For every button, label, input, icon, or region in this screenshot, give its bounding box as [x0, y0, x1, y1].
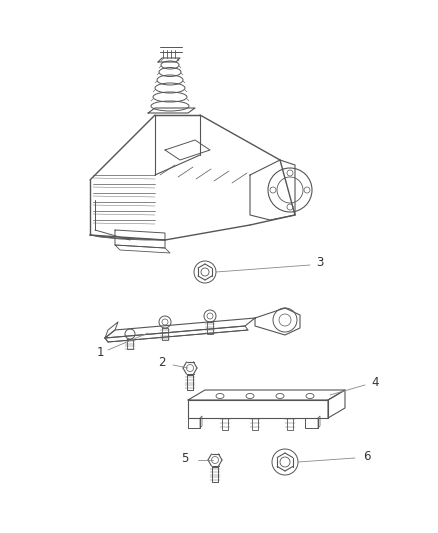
- Text: 6: 6: [363, 449, 371, 463]
- Text: 1: 1: [96, 346, 104, 359]
- Text: 4: 4: [371, 376, 379, 389]
- Text: 3: 3: [316, 256, 324, 270]
- Text: 5: 5: [181, 453, 189, 465]
- Text: 2: 2: [158, 357, 166, 369]
